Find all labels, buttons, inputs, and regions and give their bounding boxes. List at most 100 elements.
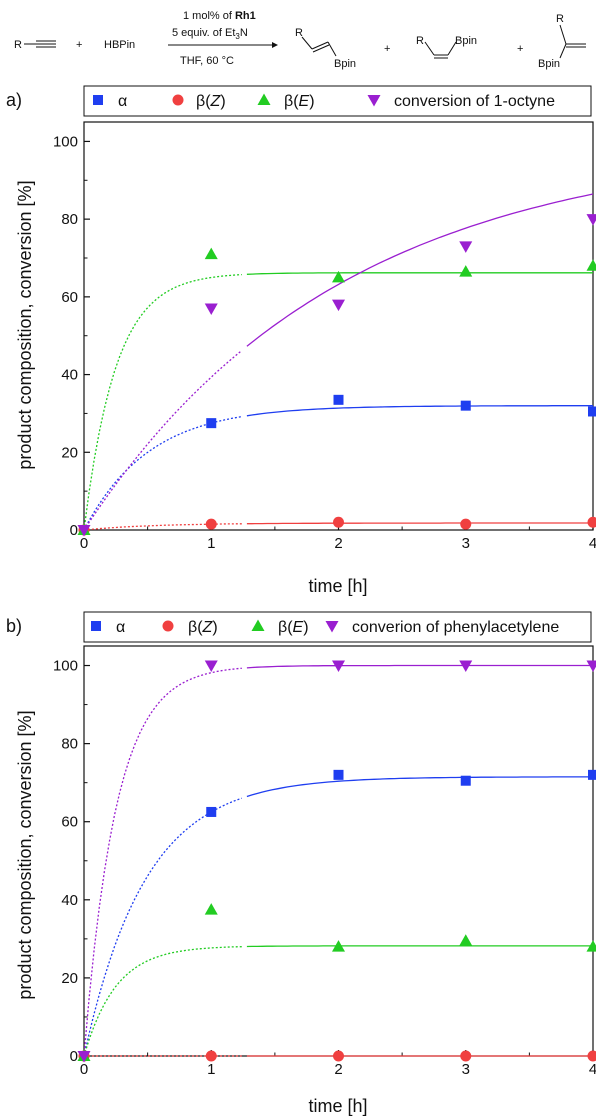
data-point — [332, 299, 345, 312]
data-point — [204, 303, 218, 316]
chart-panel-b: b) α β(Z) β(E) converion of phenylacetylene… — [6, 611, 596, 1116]
x-axis-title: time [h] — [308, 1096, 367, 1116]
data-point — [332, 270, 345, 283]
data-point — [77, 525, 91, 537]
data-point — [77, 1051, 91, 1063]
fit-curves — [83, 193, 594, 531]
data-point — [332, 940, 345, 952]
fit-curve — [246, 776, 593, 798]
data-point — [587, 516, 596, 528]
y-tick-label: 40 — [61, 892, 78, 909]
plus-sign-2: + — [384, 43, 390, 55]
data-point — [333, 1050, 344, 1062]
x-tick-label: 0 — [80, 1061, 88, 1078]
product3-bonds-icon — [559, 24, 586, 59]
y-tick-label: 100 — [53, 133, 78, 150]
x-tick-label: 2 — [334, 535, 342, 552]
y-tick-label: 40 — [61, 367, 78, 384]
legend-label: converion of phenylacetylene — [352, 619, 559, 636]
plus-sign-3: + — [517, 43, 523, 55]
fit-curve-dotted — [83, 667, 242, 1057]
y-axis-title: product composition, conversion [%] — [15, 710, 35, 999]
data-point — [586, 259, 596, 271]
legend-box — [83, 611, 592, 643]
fit-curve-dotted — [83, 415, 242, 531]
legend-label: β(E) — [284, 93, 315, 110]
fit-curve — [246, 272, 593, 275]
panel-label-a: a) — [6, 90, 22, 110]
fit-curve-dotted — [83, 523, 242, 531]
product1-R: R — [295, 27, 303, 39]
data-point — [459, 934, 473, 946]
product2-Bpin: Bpin — [455, 35, 477, 47]
legend-label: conversion of 1-octyne — [394, 93, 555, 110]
legend-box — [83, 85, 592, 117]
data-point — [460, 775, 471, 786]
data-point — [459, 265, 473, 277]
data-point — [460, 400, 471, 411]
data-point — [332, 660, 345, 673]
fit-curve — [246, 193, 594, 347]
plus-sign-1: + — [76, 39, 82, 51]
data-point — [588, 406, 596, 417]
product1-Bpin: Bpin — [334, 58, 356, 70]
x-tick-label: 3 — [462, 1061, 470, 1078]
axes: 0 20 40 60 80 100 0 1 2 3 4 — [53, 658, 596, 1078]
data-point — [204, 903, 218, 915]
fit-curve-dotted — [83, 797, 243, 1057]
fit-curve-dotted — [83, 349, 243, 531]
panel-label-b: b) — [6, 616, 22, 636]
data-point — [586, 214, 596, 226]
x-tick-label: 3 — [462, 535, 470, 552]
y-axis-title: product composition, conversion [%] — [15, 180, 35, 469]
conditions-catalyst: 1 mol% of Rh1 — [183, 10, 256, 22]
legend-label: β(Z) — [196, 93, 226, 110]
data-point — [459, 660, 473, 673]
axes: 0 20 40 60 80 100 0 1 2 3 4 — [53, 133, 596, 552]
plot-frame — [83, 645, 594, 1057]
legend-marker — [367, 95, 381, 107]
conditions-base: 5 equiv. of Et3N — [172, 27, 248, 41]
data-point — [206, 806, 217, 817]
y-tick-label: 20 — [61, 970, 78, 987]
data-point — [333, 769, 344, 780]
y-tick-label: 60 — [61, 289, 78, 306]
reaction-scheme: R + HBPin 1 mol% of Rh1 5 equiv. of Et3N… — [14, 10, 586, 70]
legend-label: β(Z) — [188, 619, 218, 636]
data-point — [587, 1050, 596, 1062]
legend-marker — [93, 95, 103, 105]
y-tick-label: 0 — [70, 1048, 78, 1065]
x-tick-label: 4 — [589, 1061, 596, 1078]
data-point — [333, 394, 344, 405]
legend-marker — [251, 619, 265, 631]
legend-marker — [172, 94, 184, 106]
product2-bonds-icon — [424, 41, 457, 59]
x-axis-title: time [h] — [308, 576, 367, 596]
legend: α β(Z) β(E) converion of phenylacetylene — [91, 619, 559, 636]
data-point — [586, 660, 596, 673]
hbpin-label: HBPin — [104, 39, 135, 51]
legend: α β(Z) β(E) conversion of 1-octyne — [93, 93, 555, 110]
plot-frame — [83, 121, 594, 531]
legend-marker — [257, 93, 271, 105]
data-point — [205, 1050, 217, 1062]
x-tick-label: 1 — [207, 535, 215, 552]
fit-curve — [246, 522, 593, 525]
conditions-solvent-temp: THF, 60 °C — [180, 55, 234, 67]
alkyne-R-label: R — [14, 39, 22, 51]
x-tick-label: 0 — [80, 535, 88, 552]
legend-marker — [325, 621, 339, 633]
x-tick-label: 4 — [589, 535, 596, 552]
data-point — [588, 769, 596, 780]
product3-R: R — [556, 13, 564, 25]
y-tick-label: 80 — [61, 736, 78, 753]
y-tick-label: 0 — [70, 522, 78, 539]
alkyne-triple-bond-icon — [24, 40, 56, 48]
data-point — [205, 518, 217, 530]
y-tick-label: 60 — [61, 814, 78, 831]
data-point — [460, 1050, 472, 1062]
data-marks — [77, 660, 596, 1063]
x-tick-label: 2 — [334, 1061, 342, 1078]
y-tick-label: 80 — [61, 211, 78, 228]
data-marks — [77, 214, 596, 537]
